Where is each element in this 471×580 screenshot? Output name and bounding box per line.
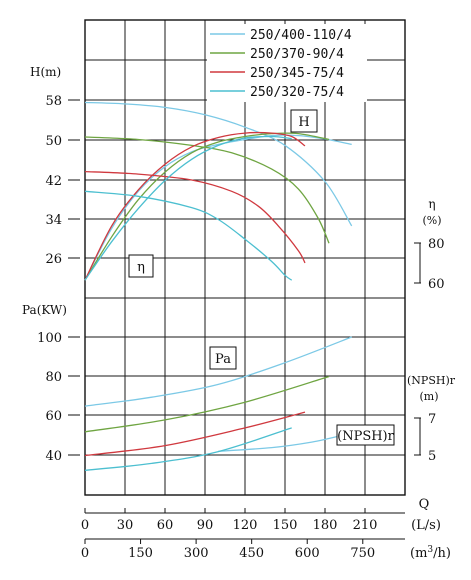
x-tick-label: 180 [313,518,338,533]
head-box-label: H [298,115,309,130]
series-2-eff-curve [84,132,330,281]
legend-label: 250/400-110/4 [250,28,352,43]
x2-tick-label: 0 [81,546,89,561]
eff-box-label-frame [128,254,154,278]
x-axis-unit: (L/s) [411,518,441,533]
series-2-power-curve [84,375,330,433]
power-tick-label: 100 [37,331,62,346]
series-1-power-curve [84,336,352,407]
power-axis-title: Pa(KW) [22,303,67,317]
x-tick-label: 210 [353,518,378,533]
power-tick-label: 80 [45,370,62,385]
series-3-head-curve [84,170,306,264]
head-tick-label: 26 [45,252,62,267]
eff-box-label: η [137,260,145,275]
x2-tick-label: 600 [295,546,320,561]
x-tick-label: 0 [81,518,89,533]
x-tick-label: 150 [273,518,298,533]
chart-curves [84,101,353,471]
series-2-head-curve [84,136,330,244]
head-tick-label: 34 [45,213,62,228]
head-box-label-frame [290,109,318,133]
npsh-tick-label: 7 [428,412,436,427]
eff-axis-title: η [428,197,435,211]
series-3-eff-curve [84,131,306,281]
power-box-label: Pa [215,352,231,367]
eff-tick-label: 80 [428,237,445,252]
head-axis-title: H(m) [30,65,61,79]
series-1-eff-curve [84,134,352,281]
npsh-box-label: (NPSH)r [337,429,395,444]
x-tick-label: 30 [117,518,134,533]
power-tick-label: 60 [45,409,62,424]
legend-label: 250/345-75/4 [250,66,344,81]
eff-axis-unit: (%) [422,214,441,227]
x2-tick-label: 300 [184,546,209,561]
npsh-axis-unit: (m) [419,390,438,403]
x2-tick-label: 450 [239,546,264,561]
plot-frame [84,19,406,496]
npsh-axis-title: (NPSH)r [407,374,456,387]
npsh-tick-label: 5 [428,449,436,464]
legend-label: 250/370-90/4 [250,47,344,62]
chart-axes: H(m)5850423426Pa(KW)100806040η(%)8060(NP… [22,65,456,561]
x2-tick-label: 150 [128,546,153,561]
power-box-label-frame [209,346,237,370]
eff-tick-label: 60 [428,277,445,292]
series-3-power-curve [84,411,306,457]
chart-legend: 250/400-110/4 250/370-90/4 250/345-75/4 250… [207,24,367,102]
head-tick-label: 42 [45,174,62,189]
legend-background [207,24,367,102]
head-tick-label: 58 [45,94,62,109]
series-4-head-curve [84,190,293,281]
series-4-power-curve [84,427,292,471]
series-4-eff-curve [84,135,292,281]
series-1-head-curve [84,101,353,227]
npsh-box-label-frame [336,424,395,446]
x-tick-label: 120 [233,518,258,533]
x2-tick-label: 750 [350,546,375,561]
series-1-npsh-curve [218,433,346,452]
curve-label-boxes: Hη Pa (NPSH)r [128,109,395,446]
head-tick-label: 50 [45,134,62,149]
x-axis-title: Q [419,497,430,512]
x-tick-label: 90 [197,518,214,533]
x2-axis-unit: (m3/h) [410,545,451,561]
legend-label: 250/320-75/4 [250,85,344,100]
power-tick-label: 40 [45,449,62,464]
x-tick-label: 60 [157,518,174,533]
